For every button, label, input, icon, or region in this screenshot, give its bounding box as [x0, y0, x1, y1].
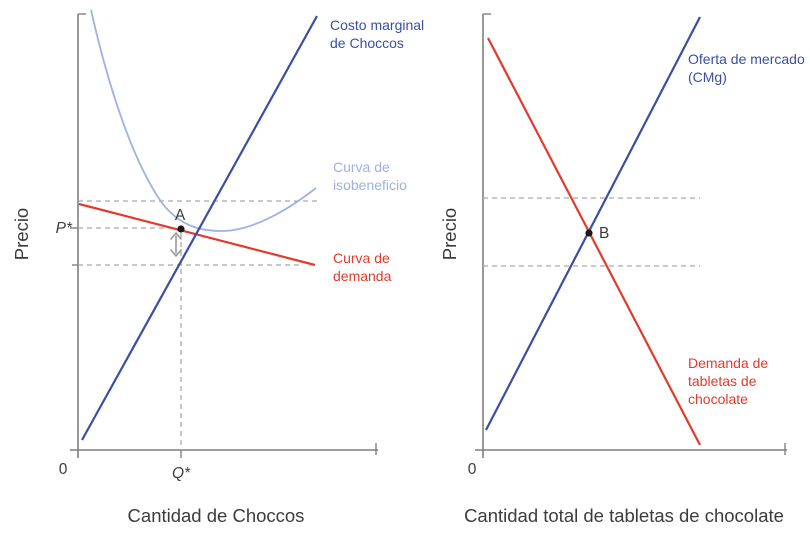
svg-text:Costo marginal: Costo marginal: [330, 17, 424, 33]
isoprofit-curve: [90, 9, 317, 232]
marginal-cost-label: Costo marginal de Choccos: [330, 17, 424, 51]
point-a-dot: [177, 225, 185, 233]
left-origin-label: 0: [59, 461, 68, 478]
right-demand-label: Demanda de tabletas de chocolate: [688, 355, 768, 407]
svg-text:de Choccos: de Choccos: [330, 35, 404, 51]
svg-text:isobeneficio: isobeneficio: [333, 177, 407, 193]
point-b-dot: [585, 229, 593, 237]
left-demand-label: Curva de demanda: [333, 250, 392, 284]
market-supply-curve: [485, 16, 701, 431]
svg-text:Curva de: Curva de: [333, 250, 390, 266]
svg-text:chocolate: chocolate: [688, 391, 748, 407]
right-origin-label: 0: [468, 461, 477, 478]
marginal-cost-curve: [81, 15, 318, 441]
isoprofit-label: Curva de isobeneficio: [333, 159, 407, 193]
right-y-axis-title: Precio: [439, 208, 460, 260]
point-b-label: B: [599, 225, 609, 242]
p-star-label: P*: [56, 220, 73, 237]
svg-text:demanda: demanda: [333, 268, 392, 284]
q-star-label: Q*: [172, 465, 191, 482]
left-x-axis-title: Cantidad de Choccos: [128, 505, 305, 526]
svg-text:(CMg): (CMg): [688, 69, 727, 85]
svg-text:Curva de: Curva de: [333, 159, 390, 175]
right-panel: B 0 Oferta de mercado (CMg) Demanda de t…: [439, 13, 805, 526]
right-x-axis-title: Cantidad total de tabletas de chocolate: [464, 505, 784, 526]
right-demand-curve: [487, 37, 701, 446]
markup-arrow: [170, 232, 182, 257]
left-y-axis-title: Precio: [11, 208, 32, 260]
market-supply-label: Oferta de mercado (CMg): [688, 51, 805, 85]
point-a-label: A: [175, 207, 186, 224]
svg-text:Demanda de: Demanda de: [688, 355, 768, 371]
left-panel: A P* Q* 0 Costo marginal de Choccos Curv…: [11, 9, 424, 526]
svg-text:tabletas de: tabletas de: [688, 373, 757, 389]
svg-text:Oferta de mercado: Oferta de mercado: [688, 51, 805, 67]
